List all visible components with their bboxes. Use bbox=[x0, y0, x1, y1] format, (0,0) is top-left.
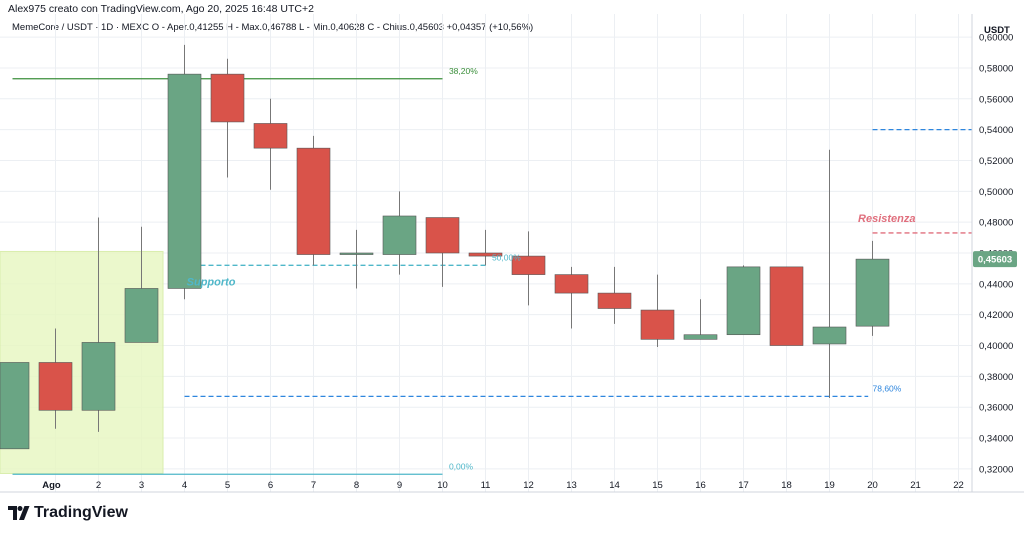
y-tick-label: 0,56000 bbox=[979, 94, 1013, 105]
candle-up bbox=[81, 217, 116, 432]
x-tick-label: 22 bbox=[953, 480, 964, 491]
chart-header: Alex975 creato con TradingView.com, Ago … bbox=[8, 3, 314, 15]
y-tick-label: 0,50000 bbox=[979, 187, 1013, 198]
y-tick-label: 0,58000 bbox=[979, 63, 1013, 74]
candle-body bbox=[339, 252, 374, 255]
candle-body bbox=[296, 147, 331, 255]
y-tick-label: 0,48000 bbox=[979, 218, 1013, 229]
candle-down bbox=[425, 217, 460, 287]
candle-body bbox=[124, 288, 159, 343]
y-tick-label: 0,42000 bbox=[979, 310, 1013, 321]
currency-label: USDT bbox=[984, 25, 1010, 36]
x-tick-label: 16 bbox=[695, 480, 706, 491]
y-tick-label: 0,32000 bbox=[979, 464, 1013, 475]
candle-body bbox=[81, 342, 116, 411]
candle-up bbox=[812, 149, 847, 398]
y-tick-label: 0,52000 bbox=[979, 156, 1013, 167]
candle-body bbox=[210, 73, 245, 123]
candle-body bbox=[640, 309, 675, 340]
x-tick-label: 12 bbox=[523, 480, 534, 491]
candle-down bbox=[468, 229, 503, 266]
candle-body bbox=[511, 255, 546, 275]
fib-50-line-label: 50,00% bbox=[492, 252, 521, 262]
candle-up bbox=[726, 265, 761, 336]
x-tick-label: 18 bbox=[781, 480, 792, 491]
x-tick-label: 14 bbox=[609, 480, 620, 491]
last-price-tag-text: 0,45603 bbox=[978, 255, 1012, 266]
candle-body bbox=[253, 123, 288, 149]
candle-body bbox=[425, 217, 460, 254]
x-tick-label: 5 bbox=[225, 480, 230, 491]
x-tick-label: 6 bbox=[268, 480, 273, 491]
x-axis-ticks: Ago 2 3 4 5 6 7 8 9 10 11 12 13 14 15 16 17 18 19 20 21 22 bbox=[42, 480, 964, 491]
candle-down bbox=[38, 328, 73, 429]
annotation-labels: 38,20% 50,00% 78,60% 0,00% Supporto Resistenz… bbox=[187, 66, 916, 472]
x-tick-label: 7 bbox=[311, 480, 316, 491]
y-tick-label: 0,54000 bbox=[979, 125, 1013, 136]
x-tick-label: 9 bbox=[397, 480, 402, 491]
axes: USDT bbox=[0, 14, 1024, 493]
candle-up bbox=[0, 362, 30, 450]
candle-down bbox=[511, 231, 546, 306]
candle-body bbox=[0, 362, 30, 450]
candle-down bbox=[640, 274, 675, 348]
y-tick-label: 0,60000 bbox=[979, 33, 1013, 44]
candle-body bbox=[683, 334, 718, 340]
fib-78-line-label: 78,60% bbox=[873, 383, 902, 393]
x-tick-label: 20 bbox=[867, 480, 878, 491]
y-tick-label: 0,40000 bbox=[979, 341, 1013, 352]
candle-body bbox=[726, 266, 761, 336]
candle-up bbox=[339, 229, 374, 289]
candle-body bbox=[597, 292, 632, 309]
last-price-tag-bg bbox=[973, 251, 1017, 268]
x-tick-label: 21 bbox=[910, 480, 921, 491]
candle-down bbox=[769, 266, 804, 346]
candle-up bbox=[683, 299, 718, 340]
candle-body bbox=[382, 215, 417, 255]
candle-up bbox=[124, 226, 159, 343]
candles bbox=[0, 44, 890, 450]
y-tick-label: 0,38000 bbox=[979, 372, 1013, 383]
candle-up bbox=[167, 44, 202, 300]
candle-body bbox=[468, 252, 503, 257]
symbol-info-line: MemeCore / USDT · 1D · MEXC O - Aper.0,4… bbox=[12, 22, 534, 33]
x-tick-label: 10 bbox=[437, 480, 448, 491]
x-tick-label: 19 bbox=[824, 480, 835, 491]
y-tick-label: 0,36000 bbox=[979, 403, 1013, 414]
resistance-label: Resistenza bbox=[858, 213, 915, 225]
x-tick-label: 13 bbox=[566, 480, 577, 491]
x-tick-label: Ago bbox=[42, 480, 61, 491]
candle-body bbox=[769, 266, 804, 346]
fib-0-line-label: 0,00% bbox=[449, 461, 474, 471]
last-price-tag: 0,45603 bbox=[973, 251, 1017, 268]
candle-body bbox=[38, 362, 73, 411]
x-tick-label: 11 bbox=[481, 480, 491, 491]
candle-body bbox=[812, 326, 847, 345]
candle-down bbox=[597, 266, 632, 324]
x-tick-label: 17 bbox=[738, 480, 749, 491]
candle-down bbox=[554, 266, 589, 329]
y-tick-label: 0,34000 bbox=[979, 434, 1013, 445]
candle-body bbox=[554, 274, 589, 294]
support-label: Supporto bbox=[187, 276, 236, 288]
tradingview-logo-text: TradingView bbox=[34, 504, 128, 521]
x-tick-label: 8 bbox=[354, 480, 359, 491]
candle-down bbox=[296, 135, 331, 266]
tradingview-logo-icon bbox=[8, 506, 30, 520]
candle-down bbox=[210, 58, 245, 178]
candle-up bbox=[855, 240, 890, 336]
x-tick-label: 4 bbox=[182, 480, 187, 491]
x-tick-label: 15 bbox=[652, 480, 663, 491]
y-tick-label: 0,44000 bbox=[979, 279, 1013, 290]
candle-body bbox=[855, 258, 890, 327]
tradingview-logo[interactable]: TradingView bbox=[8, 504, 128, 522]
candle-down bbox=[253, 98, 288, 190]
x-tick-label: 2 bbox=[96, 480, 101, 491]
candle-body bbox=[167, 73, 202, 289]
candle-up bbox=[382, 191, 417, 275]
fib-38-line-label: 38,20% bbox=[449, 66, 478, 76]
x-tick-label: 3 bbox=[139, 480, 144, 491]
